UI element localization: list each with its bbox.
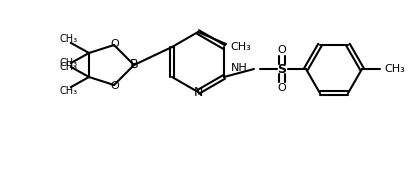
Text: O: O xyxy=(111,39,120,49)
Text: O: O xyxy=(278,45,286,55)
Text: O: O xyxy=(278,83,286,93)
Text: O: O xyxy=(111,81,120,91)
Text: S: S xyxy=(278,63,286,75)
Text: CH₃: CH₃ xyxy=(60,58,78,68)
Text: CH₃: CH₃ xyxy=(60,62,78,72)
Text: B: B xyxy=(130,58,138,72)
Text: NH: NH xyxy=(231,63,247,73)
Text: N: N xyxy=(193,85,203,99)
Text: CH₃: CH₃ xyxy=(60,86,78,96)
Text: CH₃: CH₃ xyxy=(384,64,405,74)
Text: CH₃: CH₃ xyxy=(60,34,78,44)
Text: CH₃: CH₃ xyxy=(230,42,251,52)
